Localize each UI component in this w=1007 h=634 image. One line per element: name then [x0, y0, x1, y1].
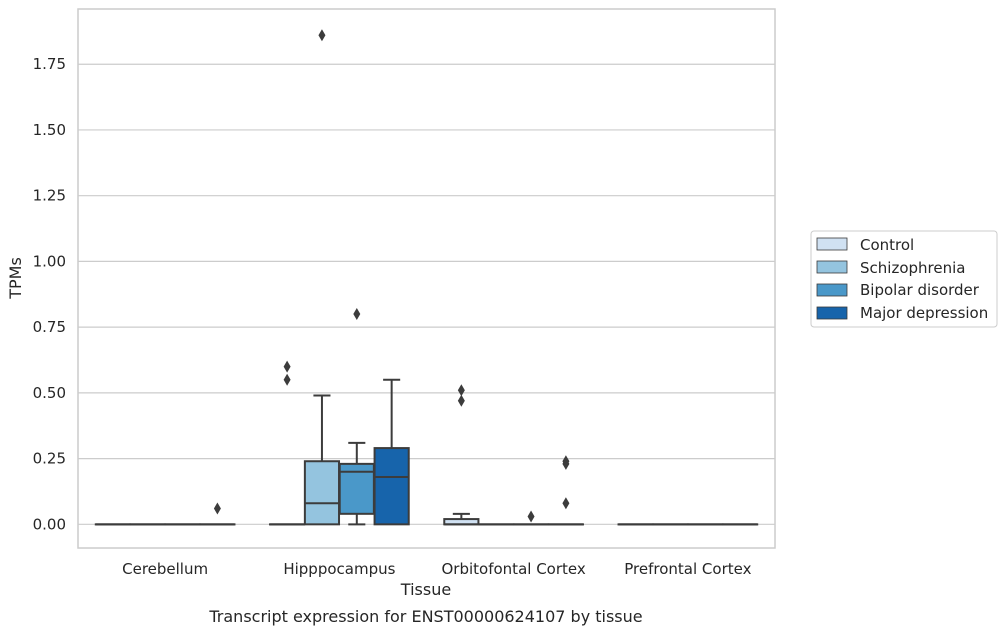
grid-lines — [78, 63, 775, 525]
box-bipolar-disorder-hipppocampus — [338, 307, 375, 526]
outlier-point — [562, 497, 570, 510]
x-tick-label: Prefrontal Cortex — [624, 560, 751, 578]
legend-label-schizophrenia: Schizophrenia — [860, 259, 965, 277]
outlier-point — [457, 384, 465, 397]
legend-label-bipolar: Bipolar disorder — [860, 281, 980, 299]
outlier-point — [213, 502, 221, 515]
x-tick-label: Hipppocampus — [283, 560, 395, 578]
box-groups — [94, 29, 759, 526]
legend-label-depression: Major depression — [860, 304, 988, 322]
plot-frame — [77, 8, 776, 549]
y-tick-label: 1.00 — [33, 252, 66, 270]
outlier-point — [283, 360, 291, 373]
legend: Control Schizophrenia Bipolar disorder M… — [810, 230, 998, 328]
legend-label-control: Control — [860, 236, 914, 254]
x-tick-labels: Cerebellum Hipppocampus Orbitofontal Corte… — [122, 560, 751, 578]
outlier-point — [318, 29, 326, 42]
x-tick-label: Cerebellum — [122, 560, 208, 578]
legend-swatch-bipolar — [816, 283, 848, 297]
y-tick-labels: 0.00 0.25 0.50 0.75 1.00 1.25 1.50 1.75 — [33, 55, 66, 533]
y-tick-label: 1.50 — [33, 121, 66, 139]
legend-frame — [810, 230, 998, 328]
chart-caption: Transcript expression for ENST0000062410… — [208, 607, 642, 626]
x-tick-label: Orbitofontal Cortex — [442, 560, 586, 578]
legend-swatch-control — [816, 237, 848, 251]
y-tick-label: 0.00 — [33, 515, 66, 533]
box-control-hipppocampus — [269, 360, 306, 526]
y-axis-title: TPMs — [6, 257, 25, 300]
y-tick-label: 0.75 — [33, 318, 66, 336]
legend-swatch-depression — [816, 306, 848, 320]
box-major-depression-cerebellum — [199, 502, 236, 526]
y-tick-label: 1.75 — [33, 55, 66, 73]
y-tick-label: 0.25 — [33, 450, 66, 468]
y-tick-label: 1.25 — [33, 187, 66, 205]
box-body — [303, 460, 341, 526]
box-control-orbitofontal-cortex — [443, 384, 480, 526]
box-major-depression-hipppocampus — [373, 378, 410, 526]
box-major-depression-orbitofontal-cortex — [547, 455, 584, 526]
outlier-point — [562, 455, 570, 468]
box-schizophrenia-hipppocampus — [303, 29, 341, 526]
x-axis-title: Tissue — [400, 580, 451, 599]
legend-swatch-schizophrenia — [816, 260, 848, 274]
plot-background — [78, 9, 775, 548]
box-body — [373, 447, 410, 526]
outlier-point — [527, 510, 535, 523]
outlier-point — [283, 373, 291, 386]
outlier-point — [457, 394, 465, 407]
y-tick-label: 0.50 — [33, 384, 66, 402]
outlier-point — [353, 307, 361, 320]
